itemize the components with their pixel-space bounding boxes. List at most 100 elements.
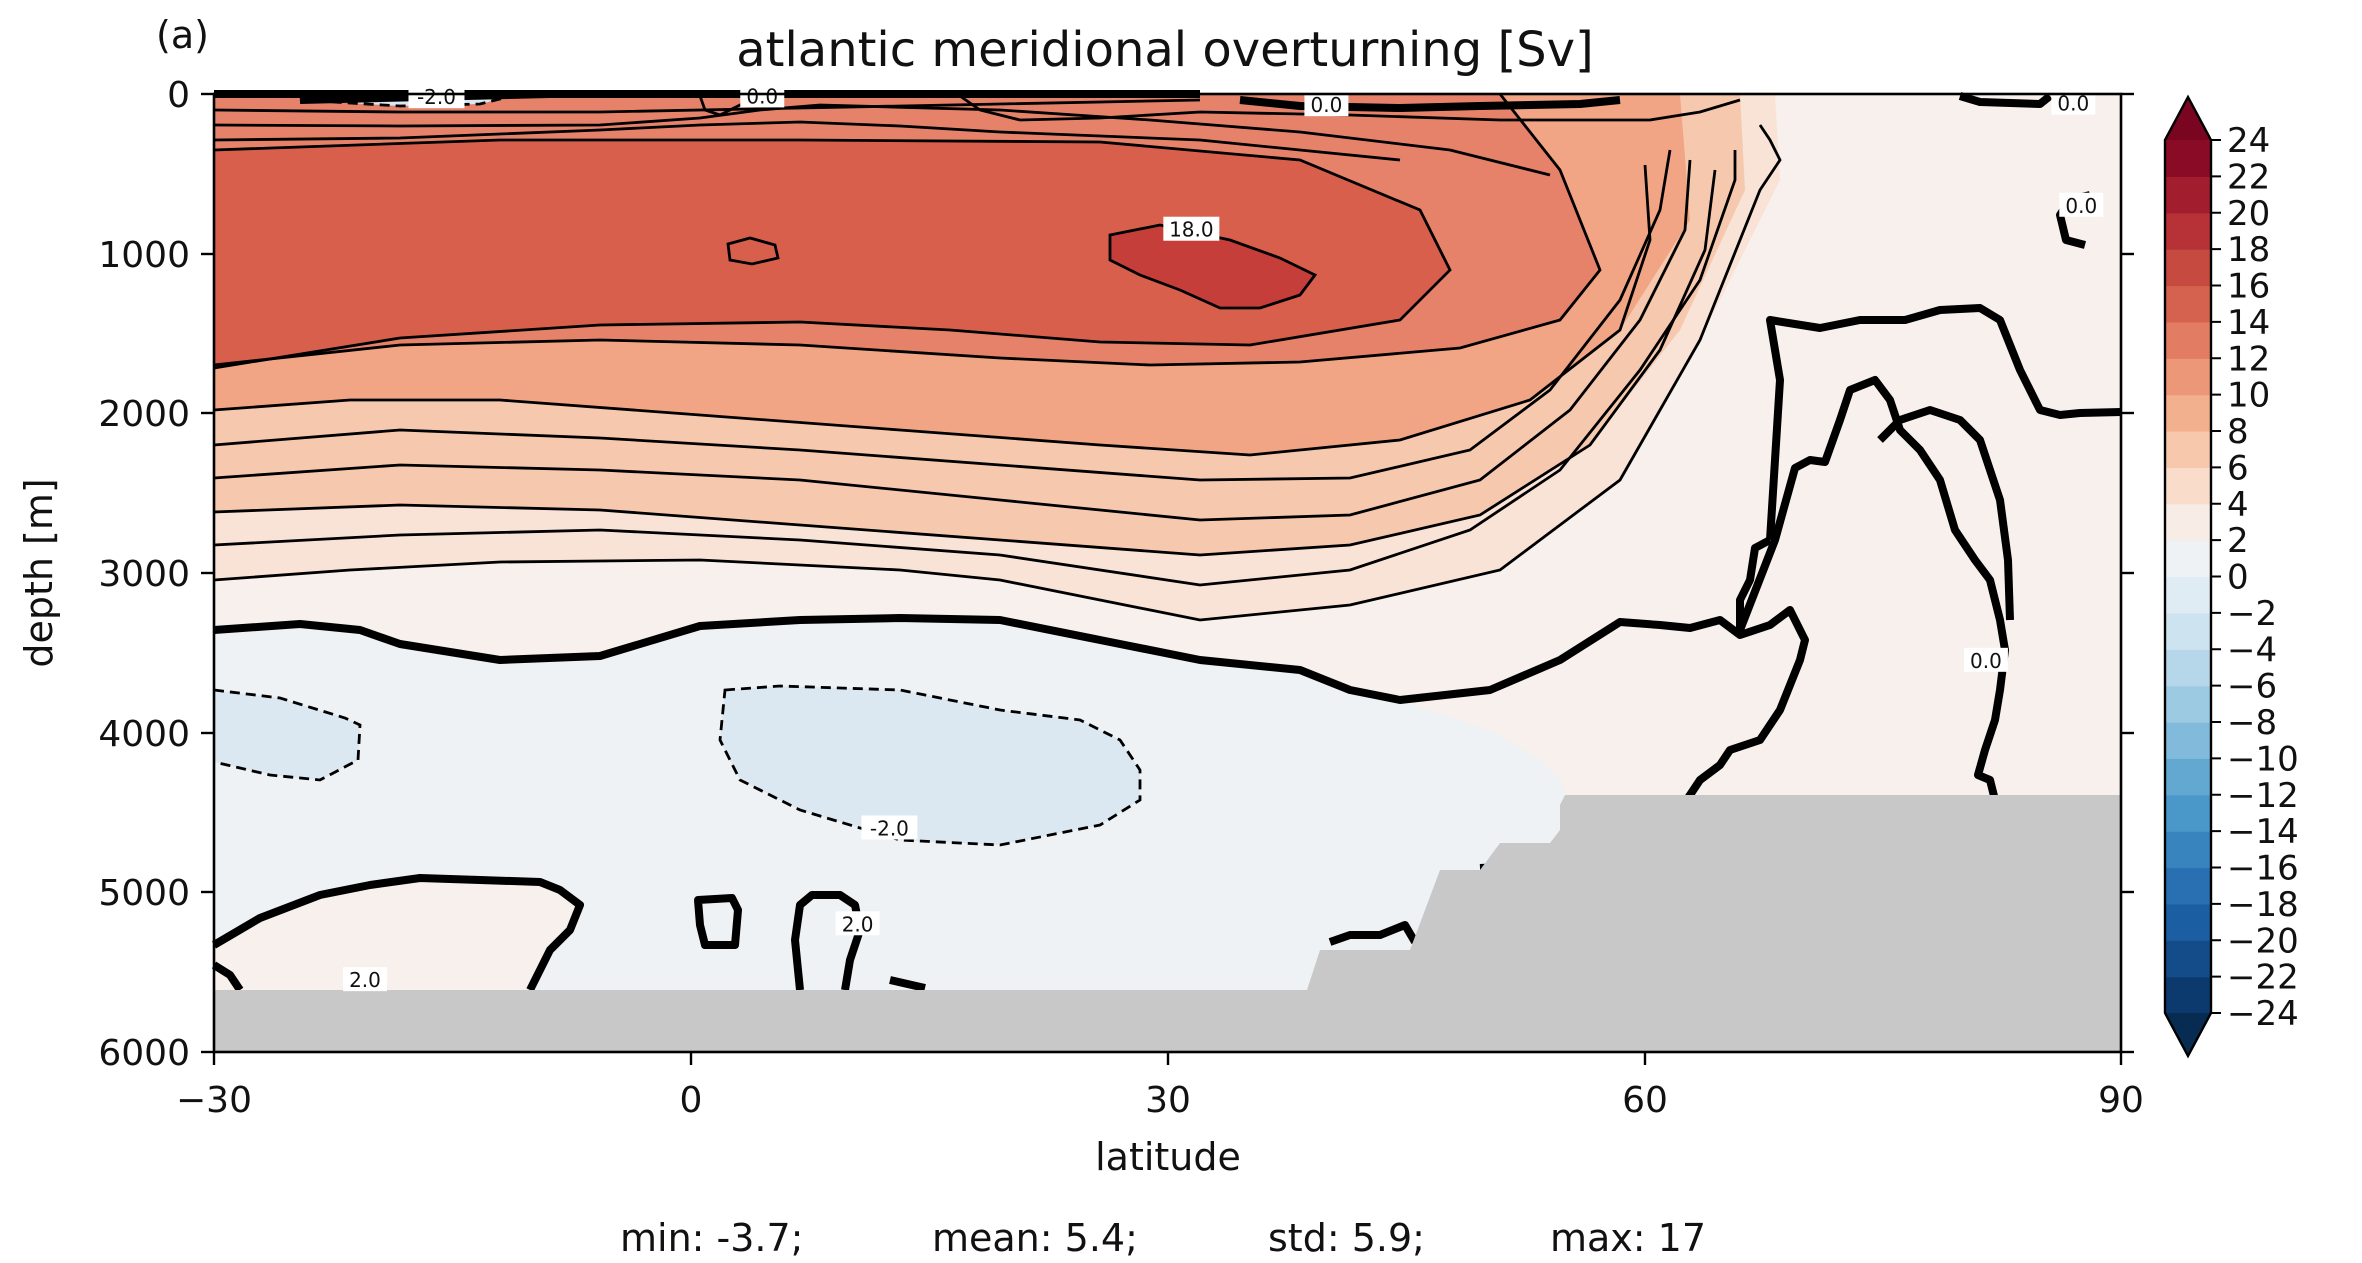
x-tick: 0 xyxy=(680,1052,703,1121)
contour-10 xyxy=(213,149,1672,482)
colorbar-tick-label: −6 xyxy=(2227,667,2277,707)
colorbar-tick-label: 22 xyxy=(2227,157,2270,197)
x-tick: 30 xyxy=(1145,1052,1191,1121)
colorbar: −24−22−20−18−16−14−12−10−8−6−4−202468101… xyxy=(2163,94,2299,1059)
colorbar-segment xyxy=(2165,576,2211,614)
colorbar-segment xyxy=(2165,321,2211,359)
colorbar-tick-label: 18 xyxy=(2227,230,2270,270)
contour-label: 0.0 xyxy=(1970,649,2002,673)
colorbar-tick-label: 16 xyxy=(2227,267,2270,307)
chart-title: atlantic meridional overturning [Sv] xyxy=(736,22,1594,78)
contour-label: -2.0 xyxy=(417,85,456,109)
contour-surface-b xyxy=(213,103,1551,177)
colorbar-tick-label: 20 xyxy=(2227,194,2270,234)
zero-contour-abyss-west xyxy=(211,874,584,992)
colorbar-tick-label: 0 xyxy=(2227,558,2249,598)
colorbar-tick-label: 4 xyxy=(2227,485,2249,525)
fill-negative-2-center xyxy=(720,686,1140,845)
colorbar-segment xyxy=(2165,249,2211,287)
colorbar-segment xyxy=(2165,867,2211,905)
contour-label-bg xyxy=(408,84,465,109)
contour-labels: -2.0 0.0 0.0 0.0 0.0 18.0 -2.0 2.0 0.0 2.0 xyxy=(342,83,2104,992)
contour-label-bg xyxy=(835,911,880,936)
contour-surface-e xyxy=(959,94,1741,122)
x-tick-label: 60 xyxy=(1622,1080,1668,1121)
y-tick-label: 5000 xyxy=(98,873,190,914)
fill-positive-18 xyxy=(1110,225,1315,308)
zero-contour-loop xyxy=(1736,376,2009,801)
y-tick-label: 4000 xyxy=(98,714,190,755)
contour-surface-a xyxy=(213,98,1201,114)
y-axis: 0 1000 2000 3000 4000 5000 6000 depth [m… xyxy=(17,75,2134,1074)
contour-2 xyxy=(213,124,1782,622)
fill-positive-2-abyss xyxy=(214,878,580,990)
contour-label: 0.0 xyxy=(746,84,778,108)
contour-16 xyxy=(213,138,1452,370)
colorbar-segment xyxy=(2165,903,2211,941)
x-tick-label: 30 xyxy=(1145,1080,1191,1121)
colorbar-segment xyxy=(2165,394,2211,432)
x-tick: 90 xyxy=(2098,1052,2144,1121)
zero-contour-surface-east xyxy=(1239,96,1621,112)
contour-label: 2.0 xyxy=(842,912,874,936)
x-tick-label: 0 xyxy=(680,1080,703,1121)
panel-label: (a) xyxy=(156,13,209,57)
colorbar-segment xyxy=(2165,140,2211,177)
colorbar-segment xyxy=(2165,940,2211,978)
contour-label-bg xyxy=(2059,192,2104,217)
zero-contour-abyss-sw xyxy=(211,961,244,993)
contour-6 xyxy=(213,169,1717,557)
colorbar-extend-min xyxy=(2165,1013,2211,1056)
zero-contour-ring-b xyxy=(791,891,864,991)
colorbar-tick-label: 14 xyxy=(2227,303,2270,343)
colorbar-tick-label: 2 xyxy=(2227,521,2249,561)
contour-label: 0.0 xyxy=(2065,194,2097,218)
colorbar-tick-label: −8 xyxy=(2227,703,2277,743)
colorbar-segment xyxy=(2165,540,2211,578)
contour-label: 18.0 xyxy=(1169,218,1214,242)
zero-contour-abyss-east xyxy=(1328,921,1419,946)
contour-neg2-west xyxy=(213,688,362,782)
zero-contour-ring-a xyxy=(694,894,742,949)
colorbar-segment xyxy=(2165,722,2211,759)
zero-contour-main xyxy=(213,606,1809,854)
contour-label: 0.0 xyxy=(2057,92,2089,116)
contour-label-bg xyxy=(1163,216,1220,241)
y-tick: 6000 xyxy=(98,1033,2134,1074)
colorbar-tick-label: −12 xyxy=(2227,776,2299,816)
colorbar-tick-label: 6 xyxy=(2227,448,2249,488)
contour-12 xyxy=(213,164,1652,457)
contour-label: 2.0 xyxy=(349,968,381,992)
y-tick-label: 2000 xyxy=(98,394,190,435)
stat-std: std: 5.9; xyxy=(1268,1216,1425,1260)
contour-label-bg xyxy=(1963,647,2008,672)
colorbar-segment xyxy=(2165,794,2211,832)
plot-area: -2.0 0.0 0.0 0.0 0.0 18.0 -2.0 2.0 0.0 2.0 xyxy=(211,83,2123,1054)
colorbar-segment xyxy=(2165,685,2211,723)
y-tick: 2000 xyxy=(98,394,2134,435)
y-tick: 4000 xyxy=(98,714,2134,755)
y-tick: 5000 xyxy=(98,873,2134,914)
x-tick-label: 90 xyxy=(2098,1080,2144,1121)
colorbar-segment xyxy=(2165,176,2211,214)
colorbar-tick-label: 12 xyxy=(2227,339,2270,379)
colorbar-segment xyxy=(2165,612,2211,650)
zero-contour-bottom xyxy=(889,976,926,992)
contour-label: -2.0 xyxy=(870,816,909,840)
colorbar-tick-label: −4 xyxy=(2227,630,2277,670)
colorbar-tick-label: 8 xyxy=(2227,412,2249,452)
colorbar-segment xyxy=(2165,285,2211,323)
contour-surface-c xyxy=(213,120,1401,162)
x-axis: −30 0 30 60 90 latitude xyxy=(176,1052,2144,1179)
contour-neg2-center xyxy=(718,684,1142,847)
stat-mean: mean: 5.4; xyxy=(932,1216,1138,1260)
contour-14 xyxy=(213,93,1602,367)
colorbar-tick-label: −2 xyxy=(2227,594,2277,634)
contour-label-bg xyxy=(861,815,918,840)
fill-positive-16 xyxy=(214,140,1450,368)
x-tick-label: −30 xyxy=(176,1080,252,1121)
contour-label: 0.0 xyxy=(1311,93,1343,117)
zero-contours xyxy=(211,90,2122,993)
colorbar-segment xyxy=(2165,467,2211,505)
